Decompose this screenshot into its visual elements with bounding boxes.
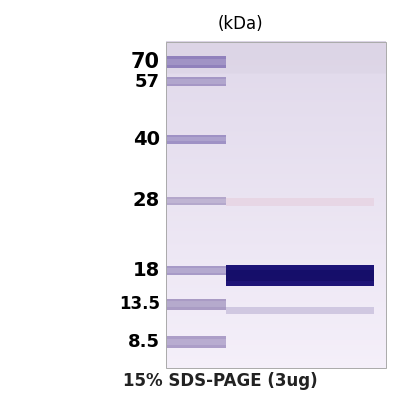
Text: 40: 40 xyxy=(133,130,160,149)
Bar xyxy=(166,79,226,84)
Bar xyxy=(166,135,226,144)
Bar xyxy=(226,198,374,206)
Text: (kDa): (kDa) xyxy=(217,15,263,33)
Bar xyxy=(166,137,226,141)
Bar xyxy=(166,298,226,310)
Text: 57: 57 xyxy=(135,72,160,91)
Bar xyxy=(166,199,226,203)
Text: 13.5: 13.5 xyxy=(119,295,160,314)
Bar xyxy=(166,268,226,273)
Bar xyxy=(166,266,226,275)
Bar xyxy=(166,77,226,86)
Text: 28: 28 xyxy=(133,191,160,211)
Bar xyxy=(166,302,226,307)
Bar xyxy=(226,270,374,281)
Text: 8.5: 8.5 xyxy=(128,333,160,351)
Text: 15% SDS-PAGE (3ug): 15% SDS-PAGE (3ug) xyxy=(123,372,317,390)
Bar xyxy=(166,59,226,64)
Bar xyxy=(166,336,226,348)
Text: 18: 18 xyxy=(133,261,160,280)
Bar xyxy=(166,339,226,345)
Bar xyxy=(166,56,226,68)
Bar xyxy=(166,42,386,368)
Bar xyxy=(166,197,226,205)
Bar xyxy=(226,307,374,314)
Bar xyxy=(226,265,374,286)
Text: 70: 70 xyxy=(131,52,160,72)
